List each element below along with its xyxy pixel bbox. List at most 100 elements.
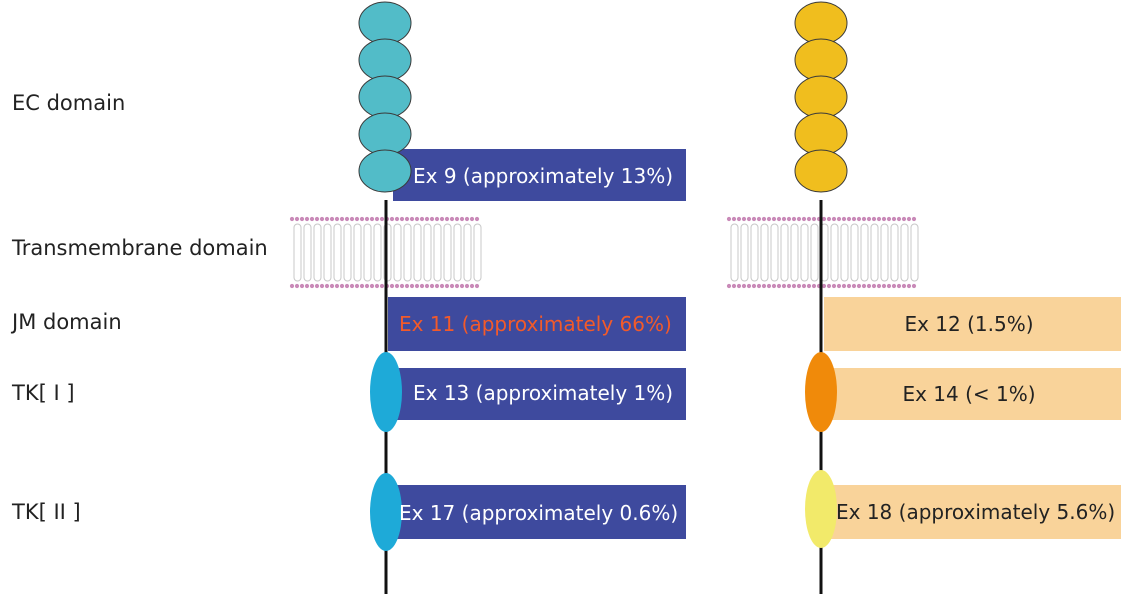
left-lipid-tail [313,223,322,282]
ec-domain-left [358,1,412,193]
left-lipid-head-bottom [459,283,465,289]
right-lipid-head-bottom [771,283,777,289]
left-lipid-head-bottom [424,283,430,289]
right-lipid-head-top [756,216,762,222]
right-lipid-head-bottom [811,283,817,289]
left-lipid-head-top [449,216,455,222]
tk1-domain-label: TK[ I ] [11,381,75,405]
right-ec-oval-5 [794,149,848,193]
right-lipid-tail [810,223,819,282]
left-lipid-head-bottom [454,283,460,289]
right-lipid-head-bottom [821,283,827,289]
left-lipid-head-top [334,216,340,222]
right-lipid-head-top [836,216,842,222]
right-lipid-tail [750,223,759,282]
left-lipid-head-bottom [369,283,375,289]
left-lipid-head-top [434,216,440,222]
right-lipid-head-top [851,216,857,222]
left-lipid-head-top [319,216,325,222]
right-lipid-head-bottom [766,283,772,289]
right-lipid-head-top [881,216,887,222]
left-lipid-head-top [454,216,460,222]
right-lipid-tail [790,223,799,282]
transmembrane-domain-label: Transmembrane domain [11,236,268,260]
ex18-box [824,485,1121,539]
right-lipid-head-bottom [806,283,812,289]
left-lipid-head-top [424,216,430,222]
left-lipid-tail [403,223,412,282]
left-lipid-head-top [399,216,405,222]
left-lipid-head-top [314,216,320,222]
right-lipid-head-bottom [836,283,842,289]
right-lipid-head-top [726,216,732,222]
left-lipid-head-bottom [354,283,360,289]
left-lipid-tail [473,223,482,282]
left-lipid-head-bottom [444,283,450,289]
ex11-label: Ex 11 (approximately 66%) [399,312,672,336]
right-lipid-head-top [736,216,742,222]
left-ec-oval-2 [358,38,412,82]
left-lipid-head-bottom [449,283,455,289]
left-lipid-head-bottom [379,283,385,289]
left-lipid-head-top [374,216,380,222]
right-lipid-head-top [796,216,802,222]
right-lipid-head-top [826,216,832,222]
left-lipid-tail [363,223,372,282]
right-lipid-head-bottom [866,283,872,289]
membrane-right [726,216,919,289]
left-lipid-head-top [289,216,295,222]
left-lipid-tail [413,223,422,282]
right-lipid-tail [870,223,879,282]
left-lipid-head-bottom [364,283,370,289]
right-lipid-head-top [871,216,877,222]
tk2-ellipse-left [370,473,402,551]
left-lipid-head-bottom [329,283,335,289]
left-lipid-head-top [389,216,395,222]
tk2-ellipse-right [805,470,837,548]
right-lipid-head-top [901,216,907,222]
right-lipid-tail [860,223,869,282]
left-lipid-head-top [409,216,415,222]
right-lipid-head-bottom [776,283,782,289]
left-lipid-head-bottom [389,283,395,289]
left-lipid-head-top [439,216,445,222]
left-lipid-head-bottom [289,283,295,289]
right-lipid-head-top [861,216,867,222]
right-lipid-head-top [761,216,767,222]
ex13-label: Ex 13 (approximately 1%) [413,381,673,405]
right-lipid-tail [830,223,839,282]
right-ec-oval-4 [794,112,848,156]
right-lipid-head-bottom [826,283,832,289]
left-lipid-head-bottom [434,283,440,289]
ex12-label: Ex 12 (1.5%) [904,312,1033,336]
right-lipid-tail [840,223,849,282]
right-lipid-head-top [906,216,912,222]
jm-domain-label: JM domain [10,310,122,334]
right-lipid-tail [780,223,789,282]
right-ec-oval-3 [794,75,848,119]
right-lipid-head-bottom [751,283,757,289]
left-lipid-head-bottom [439,283,445,289]
left-lipid-tail [343,223,352,282]
right-lipid-head-bottom [831,283,837,289]
right-lipid-head-bottom [911,283,917,289]
left-lipid-head-top [414,216,420,222]
right-lipid-head-top [811,216,817,222]
left-ec-oval-1 [358,1,412,45]
right-lipid-head-top [791,216,797,222]
right-lipid-tail [800,223,809,282]
left-lipid-head-bottom [309,283,315,289]
right-lipid-head-bottom [731,283,737,289]
left-lipid-head-bottom [349,283,355,289]
right-lipid-head-bottom [871,283,877,289]
right-lipid-head-top [896,216,902,222]
left-lipid-head-top [299,216,305,222]
right-lipid-head-top [741,216,747,222]
right-lipid-head-bottom [741,283,747,289]
left-lipid-head-top [474,216,480,222]
right-lipid-head-top [876,216,882,222]
right-lipid-head-top [886,216,892,222]
left-lipid-head-top [394,216,400,222]
right-lipid-head-top [751,216,757,222]
